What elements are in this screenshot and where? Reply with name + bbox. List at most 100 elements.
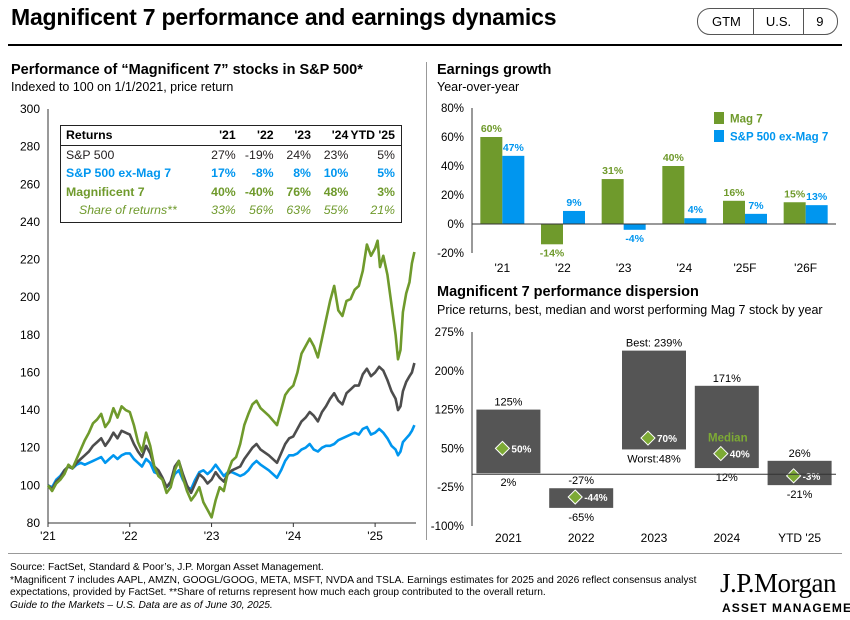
y-tick-label: 200: [20, 290, 40, 304]
median-marker: [785, 468, 802, 484]
median-label: 40%: [730, 450, 750, 461]
median-marker: [567, 489, 583, 505]
returns-table: Returns '21 '22 '23 '24 YTD '25 S&P 500 …: [60, 125, 402, 223]
data-label: 13%: [806, 191, 828, 203]
cell: 17%: [211, 166, 236, 181]
cell: 55%: [323, 203, 349, 218]
range-bar: [476, 409, 541, 474]
row-label: Magnificent 7: [66, 184, 145, 199]
performance-title: Performance of “Magnificent 7” stocks in…: [11, 62, 363, 78]
y-tick-label: 180: [20, 328, 40, 342]
data-label: -4%: [625, 233, 644, 245]
cell: 40%: [211, 184, 236, 199]
x-tick-label: '25: [367, 529, 383, 543]
y-tick-label: 40%: [441, 161, 464, 173]
y-tick-label: 80%: [441, 103, 464, 115]
header-divider: [8, 44, 842, 46]
legend-label: Mag 7: [730, 114, 763, 126]
cell: 27%: [211, 147, 236, 162]
cell: 10%: [323, 166, 349, 181]
footnotes: Source: FactSet, Standard & Poor’s, J.P.…: [10, 562, 700, 612]
x-tick-label: '23: [204, 529, 220, 543]
header-2023: '23: [275, 126, 313, 146]
y-tick-label: 280: [20, 140, 40, 154]
row-label: Share of returns**: [79, 203, 177, 218]
cell: -40%: [244, 184, 274, 199]
series-line-mag7: [46, 239, 416, 519]
worst-label: Worst:48%: [627, 453, 681, 465]
header-2021: '21: [200, 126, 238, 146]
badge-region: U.S.: [752, 9, 803, 34]
cell: 3%: [377, 184, 395, 199]
cell: 48%: [323, 184, 349, 199]
y-tick-label: -100%: [431, 521, 464, 533]
x-tick-label: '24: [286, 529, 302, 543]
bar-mag7: [662, 166, 685, 224]
data-label: 31%: [602, 165, 624, 177]
performance-subtitle: Indexed to 100 on 1/1/2021, price return: [11, 80, 234, 94]
y-tick-label: 20%: [441, 190, 464, 202]
dispersion-title: Magnificent 7 performance dispersion: [437, 284, 699, 300]
data-label: 4%: [688, 204, 704, 216]
cell: 63%: [286, 203, 311, 218]
cell: 5%: [377, 166, 395, 181]
earnings-bar-chart: -20%0%20%40%60%80%'2160%47%'22-14%9%'233…: [437, 103, 836, 275]
x-tick-label: '23: [616, 261, 632, 275]
data-label: -14%: [540, 247, 565, 259]
row-label: S&P 500 ex-Mag 7: [66, 166, 172, 181]
guide-line: Guide to the Markets – U.S. Data are as …: [10, 599, 273, 611]
best-label: Best: 239%: [626, 338, 682, 350]
earnings-title: Earnings growth: [437, 62, 552, 78]
x-tick-label: '22: [122, 529, 138, 543]
badge-group: GTM U.S. 9: [697, 8, 839, 35]
median-marker: [640, 430, 656, 446]
data-label: 9%: [566, 197, 582, 209]
best-label: -27%: [568, 475, 594, 487]
data-label: 40%: [663, 152, 685, 164]
y-tick-label: -25%: [437, 482, 464, 494]
data-label: 15%: [784, 188, 806, 200]
best-label: 125%: [494, 397, 522, 409]
series-line-ex_mag7: [47, 424, 416, 491]
y-tick-label: 100: [20, 478, 40, 492]
table-row-mag7: Magnificent 7 40% -40% 76% 48% 3%: [61, 183, 401, 202]
bar-ex-mag7: [684, 218, 707, 224]
y-tick-label: 0%: [447, 219, 464, 231]
dispersion-chart: -100% -25% 50% 125% 200% 275% 125% 2% 50% 2021 -27…: [431, 327, 836, 545]
source-line: Source: FactSet, Standard & Poor’s, J.P.…: [10, 562, 324, 573]
y-tick-label: 80: [27, 516, 41, 530]
median-label: -3%: [803, 472, 821, 483]
x-tick-label: 2024: [713, 531, 740, 545]
y-tick-label: 120: [20, 441, 40, 455]
series-line-sp500: [47, 362, 416, 495]
y-tick-label: -20%: [437, 248, 464, 260]
bar-mag7: [480, 137, 503, 224]
header-ytd: YTD '25: [350, 126, 401, 146]
jpmorgan-logo: J.P.Morgan: [720, 568, 837, 598]
cell: -19%: [244, 147, 274, 162]
header-returns: Returns: [61, 126, 201, 146]
x-tick-label: 2022: [568, 531, 595, 545]
y-tick-label: 300: [20, 102, 40, 116]
cell: 24%: [286, 147, 311, 162]
header-2022: '22: [237, 126, 276, 146]
data-label: 7%: [748, 200, 764, 212]
median-marker: [713, 445, 729, 462]
footnote-line: *Magnificent 7 includes AAPL, AMZN, GOOG…: [10, 574, 697, 599]
table-row-share: Share of returns** 33% 56% 63% 55% 21%: [61, 201, 401, 220]
y-tick-label: 220: [20, 253, 40, 267]
returns-table-header: Returns '21 '22 '23 '24 YTD '25: [61, 126, 401, 146]
page-title: Magnificent 7 performance and earnings d…: [11, 4, 557, 30]
data-label: 16%: [723, 187, 745, 199]
bar-ex-mag7: [623, 224, 646, 230]
range-bar: [622, 350, 686, 450]
median-marker: [494, 440, 511, 457]
cell: 5%: [377, 147, 395, 162]
bar-mag7: [601, 179, 624, 224]
cell: 21%: [370, 203, 395, 218]
best-label: 171%: [713, 373, 741, 385]
header-2024: '24: [312, 126, 351, 146]
earnings-subtitle: Year-over-year: [437, 80, 520, 94]
cell: -8%: [251, 166, 274, 181]
cell: 33%: [211, 203, 236, 218]
